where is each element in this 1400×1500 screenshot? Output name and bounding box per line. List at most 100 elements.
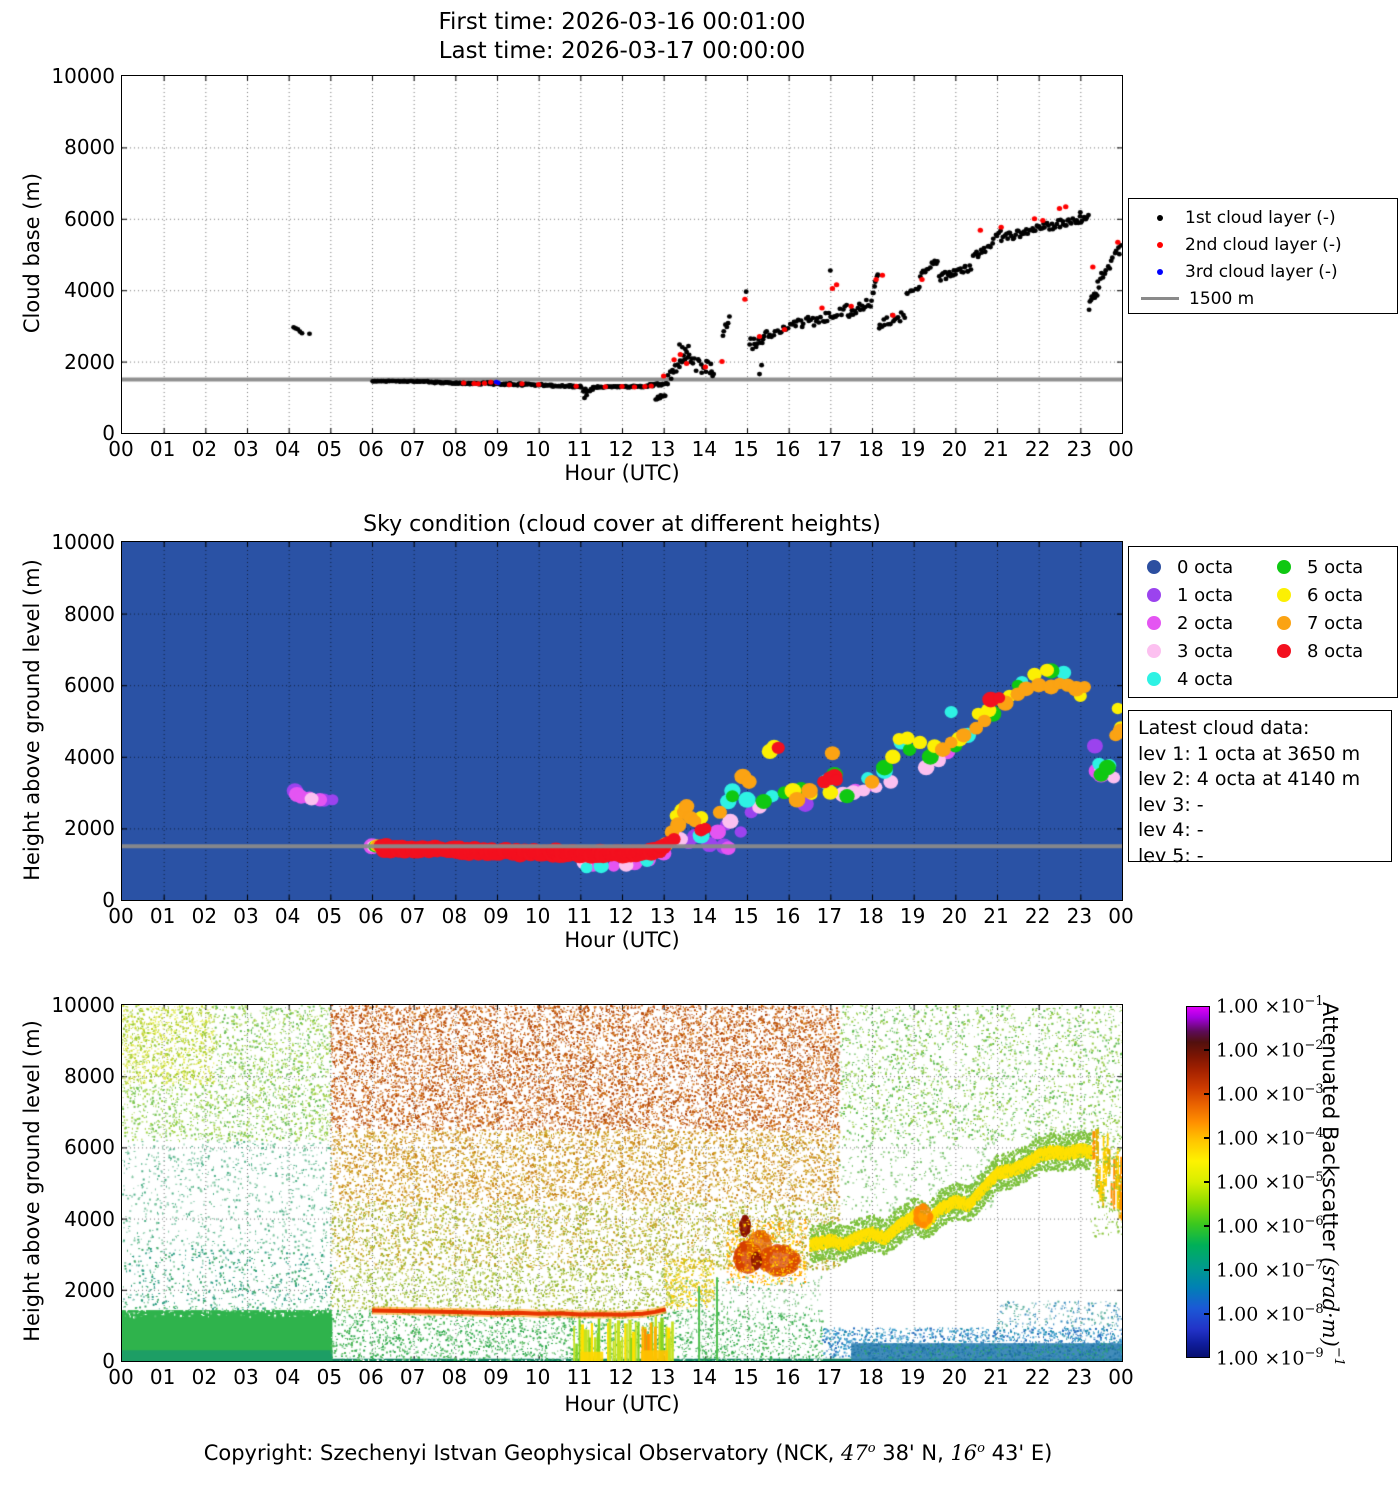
y-tick-label: 4000: [64, 1206, 115, 1231]
x-tick-label: 03: [233, 437, 259, 461]
x-tick-label: 19: [899, 437, 926, 461]
x-tick-label: 02: [191, 437, 218, 461]
octa-dot-icon: [1277, 588, 1291, 602]
legend-item: 3rd cloud layer (-): [1129, 258, 1397, 285]
x-tick-label: 13: [649, 1365, 676, 1389]
colorbar-tick-label: 1.00 ×10−8: [1216, 1302, 1324, 1326]
octa-legend-item: 6 octa: [1263, 581, 1393, 609]
x-tick-label: 04: [274, 437, 301, 461]
octa-legend-item: 8 octa: [1263, 637, 1393, 665]
latest-title: Latest cloud data:: [1138, 717, 1310, 739]
x-tick-label: 20: [941, 437, 968, 461]
legend-line-icon: [1141, 297, 1179, 300]
x-tick-label: 03: [233, 904, 259, 928]
x-tick-label: 10: [524, 1365, 551, 1389]
latest-cloud-data-box: Latest cloud data: lev 1: 1 octa at 3650…: [1128, 710, 1392, 867]
colorbar-tick-mark: [1204, 1093, 1210, 1095]
colorbar-label: Attenuated Backscatter (srad·m)−1: [1318, 1002, 1346, 1367]
y-tick-label: 0: [102, 888, 115, 912]
legend-label: 2nd cloud layer (-): [1185, 234, 1342, 255]
x-tick-label: 06: [358, 1365, 384, 1389]
x-tick-label: 09: [483, 1365, 509, 1389]
sky-condition-plot: [121, 541, 1123, 901]
y-tick-label: 0: [102, 1349, 115, 1373]
copyright: Copyright: Szechenyi Istvan Geophysical …: [203, 1441, 1053, 1465]
latest-level-line: lev 3: -: [1138, 793, 1204, 816]
cloud-layer-legend: 1st cloud layer (-) 2nd cloud layer (-) 3r…: [1128, 198, 1398, 314]
x-tick-label: 00: [1108, 1365, 1134, 1389]
colorbar-tick-label: 1.00 ×10−3: [1216, 1082, 1324, 1106]
x-tick-label: 07: [399, 437, 426, 461]
y-tick-label: 6000: [64, 1135, 115, 1160]
x-tick-label: 07: [399, 1365, 426, 1389]
octa-dot-icon: [1277, 560, 1291, 574]
legend-label: 3rd cloud layer (-): [1185, 261, 1338, 282]
octa-legend-item: 2 octa: [1133, 609, 1263, 637]
y-tick-label: 10000: [51, 530, 115, 554]
legend-dot-icon: [1157, 268, 1163, 275]
octa-legend-label: 0 octa: [1177, 556, 1234, 578]
top-panel-title: First time: 2026-03-16 00:01:00 Last tim…: [222, 8, 1022, 66]
last-time-line: Last time: 2026-03-17 00:00:00: [438, 38, 806, 64]
y-tick-label: 2000: [64, 816, 115, 841]
x-tick-label: 00: [108, 437, 134, 461]
x-tick-label: 23: [1066, 904, 1093, 928]
x-tick-label: 00: [1108, 437, 1134, 461]
x-tick-label: 14: [691, 1365, 718, 1389]
colorbar-tick-mark: [1204, 1137, 1210, 1139]
octa-legend-label: 6 octa: [1307, 584, 1364, 606]
y-tick-label: 8000: [64, 135, 115, 160]
backscatter-heatmap: [121, 1004, 1123, 1362]
octa-legend-label: 5 octa: [1307, 556, 1364, 578]
octa-legend: 0 octa 1 octa 2 octa 3 octa 4 octa 5 octa 6 oc…: [1128, 546, 1398, 698]
octa-dot-icon: [1147, 560, 1161, 574]
octa-dot-icon: [1147, 616, 1161, 630]
legend-item: 1500 m: [1129, 285, 1397, 312]
y-tick-label: 10000: [51, 64, 115, 88]
colorbar-tick-label: 1.00 ×10−6: [1216, 1214, 1324, 1238]
y-tick-label: 2000: [64, 349, 115, 374]
x-tick-label: 21: [983, 437, 1009, 461]
x-tick-label: 12: [608, 1365, 634, 1389]
colorbar-tick-label: 1.00 ×10−2: [1216, 1038, 1324, 1062]
octa-legend-label: 1 octa: [1177, 584, 1234, 606]
legend-item: 2nd cloud layer (-): [1129, 231, 1397, 258]
x-tick-label: 20: [941, 904, 968, 928]
colorbar-tick-label: 1.00 ×10−7: [1216, 1258, 1324, 1282]
x-tick-label: 10: [524, 904, 551, 928]
x-tick-label: 00: [108, 904, 134, 928]
legend-item: 1st cloud layer (-): [1129, 204, 1397, 231]
first-time-line: First time: 2026-03-16 00:01:00: [438, 9, 806, 35]
x-tick-label: 08: [441, 437, 468, 461]
colorbar-tick-label: 1.00 ×10−1: [1216, 994, 1324, 1018]
x-tick-label: 01: [149, 1365, 176, 1389]
x-tick-label: 11: [566, 437, 593, 461]
colorbar-tick-label: 1.00 ×10−9: [1216, 1346, 1324, 1370]
x-tick-label: 18: [858, 1365, 884, 1389]
cloud-base-plot: [121, 75, 1123, 434]
octa-legend-label: 7 octa: [1307, 612, 1364, 634]
x-tick-label: 21: [983, 904, 1009, 928]
y-tick-label: 6000: [64, 206, 115, 231]
x-tick-label: 08: [441, 904, 468, 928]
x-tick-label: 15: [733, 1365, 759, 1389]
x-tick-label: 22: [1024, 904, 1051, 928]
x-tick-label: 00: [1108, 904, 1134, 928]
x-tick-label: 14: [691, 437, 718, 461]
octa-legend-item: 4 octa: [1133, 665, 1263, 693]
x-tick-label: 18: [858, 904, 884, 928]
x-tick-label: 05: [316, 437, 343, 461]
x-tick-label: 12: [608, 437, 634, 461]
colorbar-tick-mark: [1204, 1269, 1210, 1271]
latest-level-line: lev 4: -: [1138, 819, 1204, 841]
legend-dot-icon: [1157, 214, 1163, 221]
x-tick-label: 06: [358, 437, 384, 461]
latest-level-line: lev 1: 1 octa at 3650 m: [1138, 742, 1361, 765]
octa-dot-icon: [1277, 644, 1291, 658]
x-tick-label: 15: [733, 904, 759, 928]
octa-legend-item: 1 octa: [1133, 581, 1263, 609]
octa-legend-item: 3 octa: [1133, 637, 1263, 665]
x-tick-label: 22: [1024, 437, 1051, 461]
y-tick-label: 4000: [64, 278, 115, 303]
